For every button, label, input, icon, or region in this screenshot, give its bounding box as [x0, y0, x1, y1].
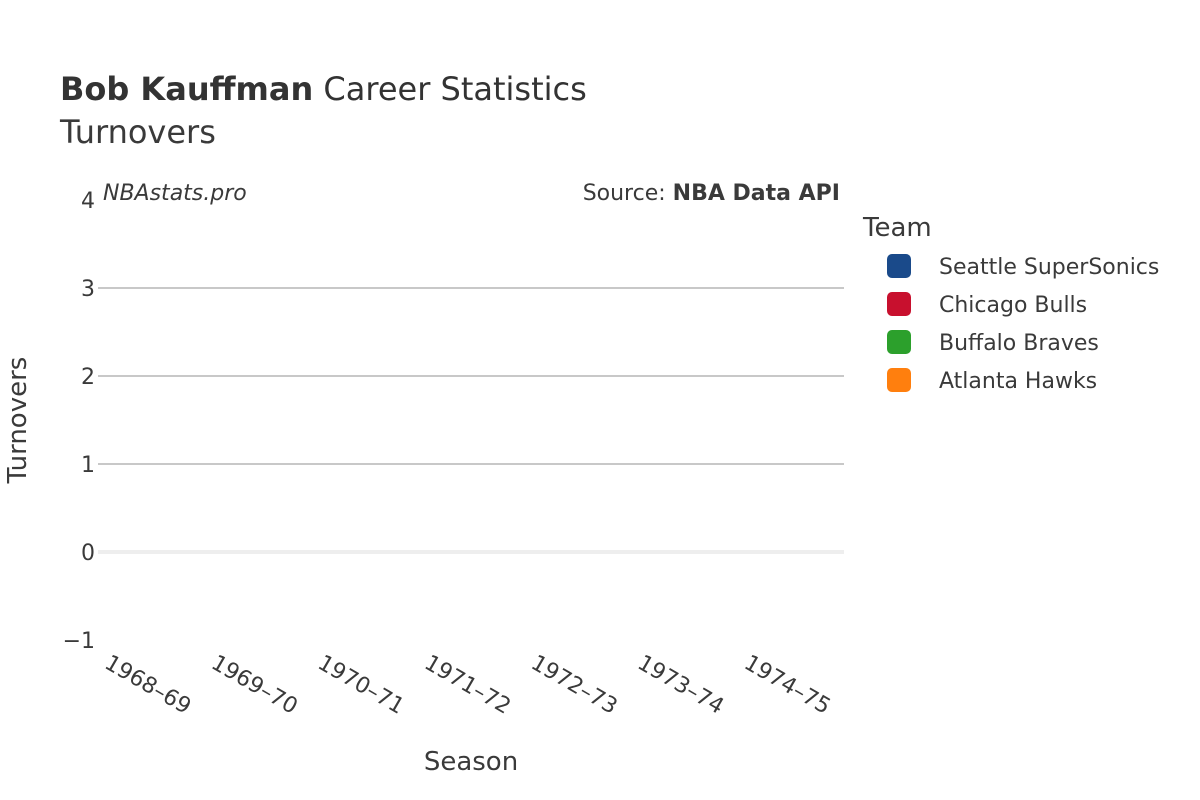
player-name: Bob Kauffman: [60, 70, 313, 108]
source-credit: Source: NBA Data API: [583, 181, 840, 206]
legend-label: Chicago Bulls: [939, 293, 1087, 318]
watermark: NBAstats.pro: [103, 181, 247, 206]
title-suffix: Career Statistics: [313, 70, 587, 108]
chart-subtitle: Turnovers: [59, 113, 216, 151]
y-tick-label: 3: [81, 277, 95, 302]
y-axis-ticks: −1 0 1 2 3 4: [63, 189, 95, 654]
source-prefix: Source:: [583, 181, 673, 206]
x-tick-label: 1970–71: [313, 651, 408, 720]
legend-item[interactable]: Atlanta Hawks: [887, 368, 1097, 394]
legend: Seattle SuperSonics Chicago Bulls Buffalo …: [887, 254, 1159, 394]
x-tick-label: 1968–69: [100, 651, 195, 720]
source-name: NBA Data API: [673, 181, 840, 206]
x-tick-label: 1971–72: [420, 651, 515, 720]
y-tick-label: 1: [81, 453, 95, 478]
x-axis-title: Season: [424, 747, 518, 777]
x-tick-label: 1969–70: [207, 651, 302, 720]
x-tick-label: 1974–75: [740, 651, 835, 720]
x-axis-ticks: 1968–69 1969–70 1970–71 1971–72 1972–73 1973–…: [100, 651, 834, 720]
legend-title: Team: [862, 213, 932, 243]
legend-swatch: [887, 254, 911, 278]
x-tick-label: 1973–74: [633, 651, 728, 720]
legend-label: Buffalo Braves: [939, 331, 1099, 356]
chart-title: Bob Kauffman Career Statistics: [60, 70, 587, 108]
legend-swatch: [887, 292, 911, 316]
y-tick-label: 0: [81, 541, 95, 566]
y-tick-label: 4: [81, 189, 95, 214]
grid-lines: [98, 287, 844, 554]
legend-item[interactable]: Chicago Bulls: [887, 292, 1087, 318]
legend-label: Seattle SuperSonics: [939, 255, 1159, 280]
x-tick-label: 1972–73: [527, 651, 622, 720]
y-axis-title: Turnovers: [3, 357, 33, 485]
legend-item[interactable]: Buffalo Braves: [887, 330, 1099, 356]
legend-label: Atlanta Hawks: [939, 369, 1097, 394]
legend-swatch: [887, 368, 911, 392]
legend-swatch: [887, 330, 911, 354]
legend-item[interactable]: Seattle SuperSonics: [887, 254, 1159, 280]
y-tick-label: 2: [81, 365, 95, 390]
y-tick-label: −1: [63, 629, 95, 654]
